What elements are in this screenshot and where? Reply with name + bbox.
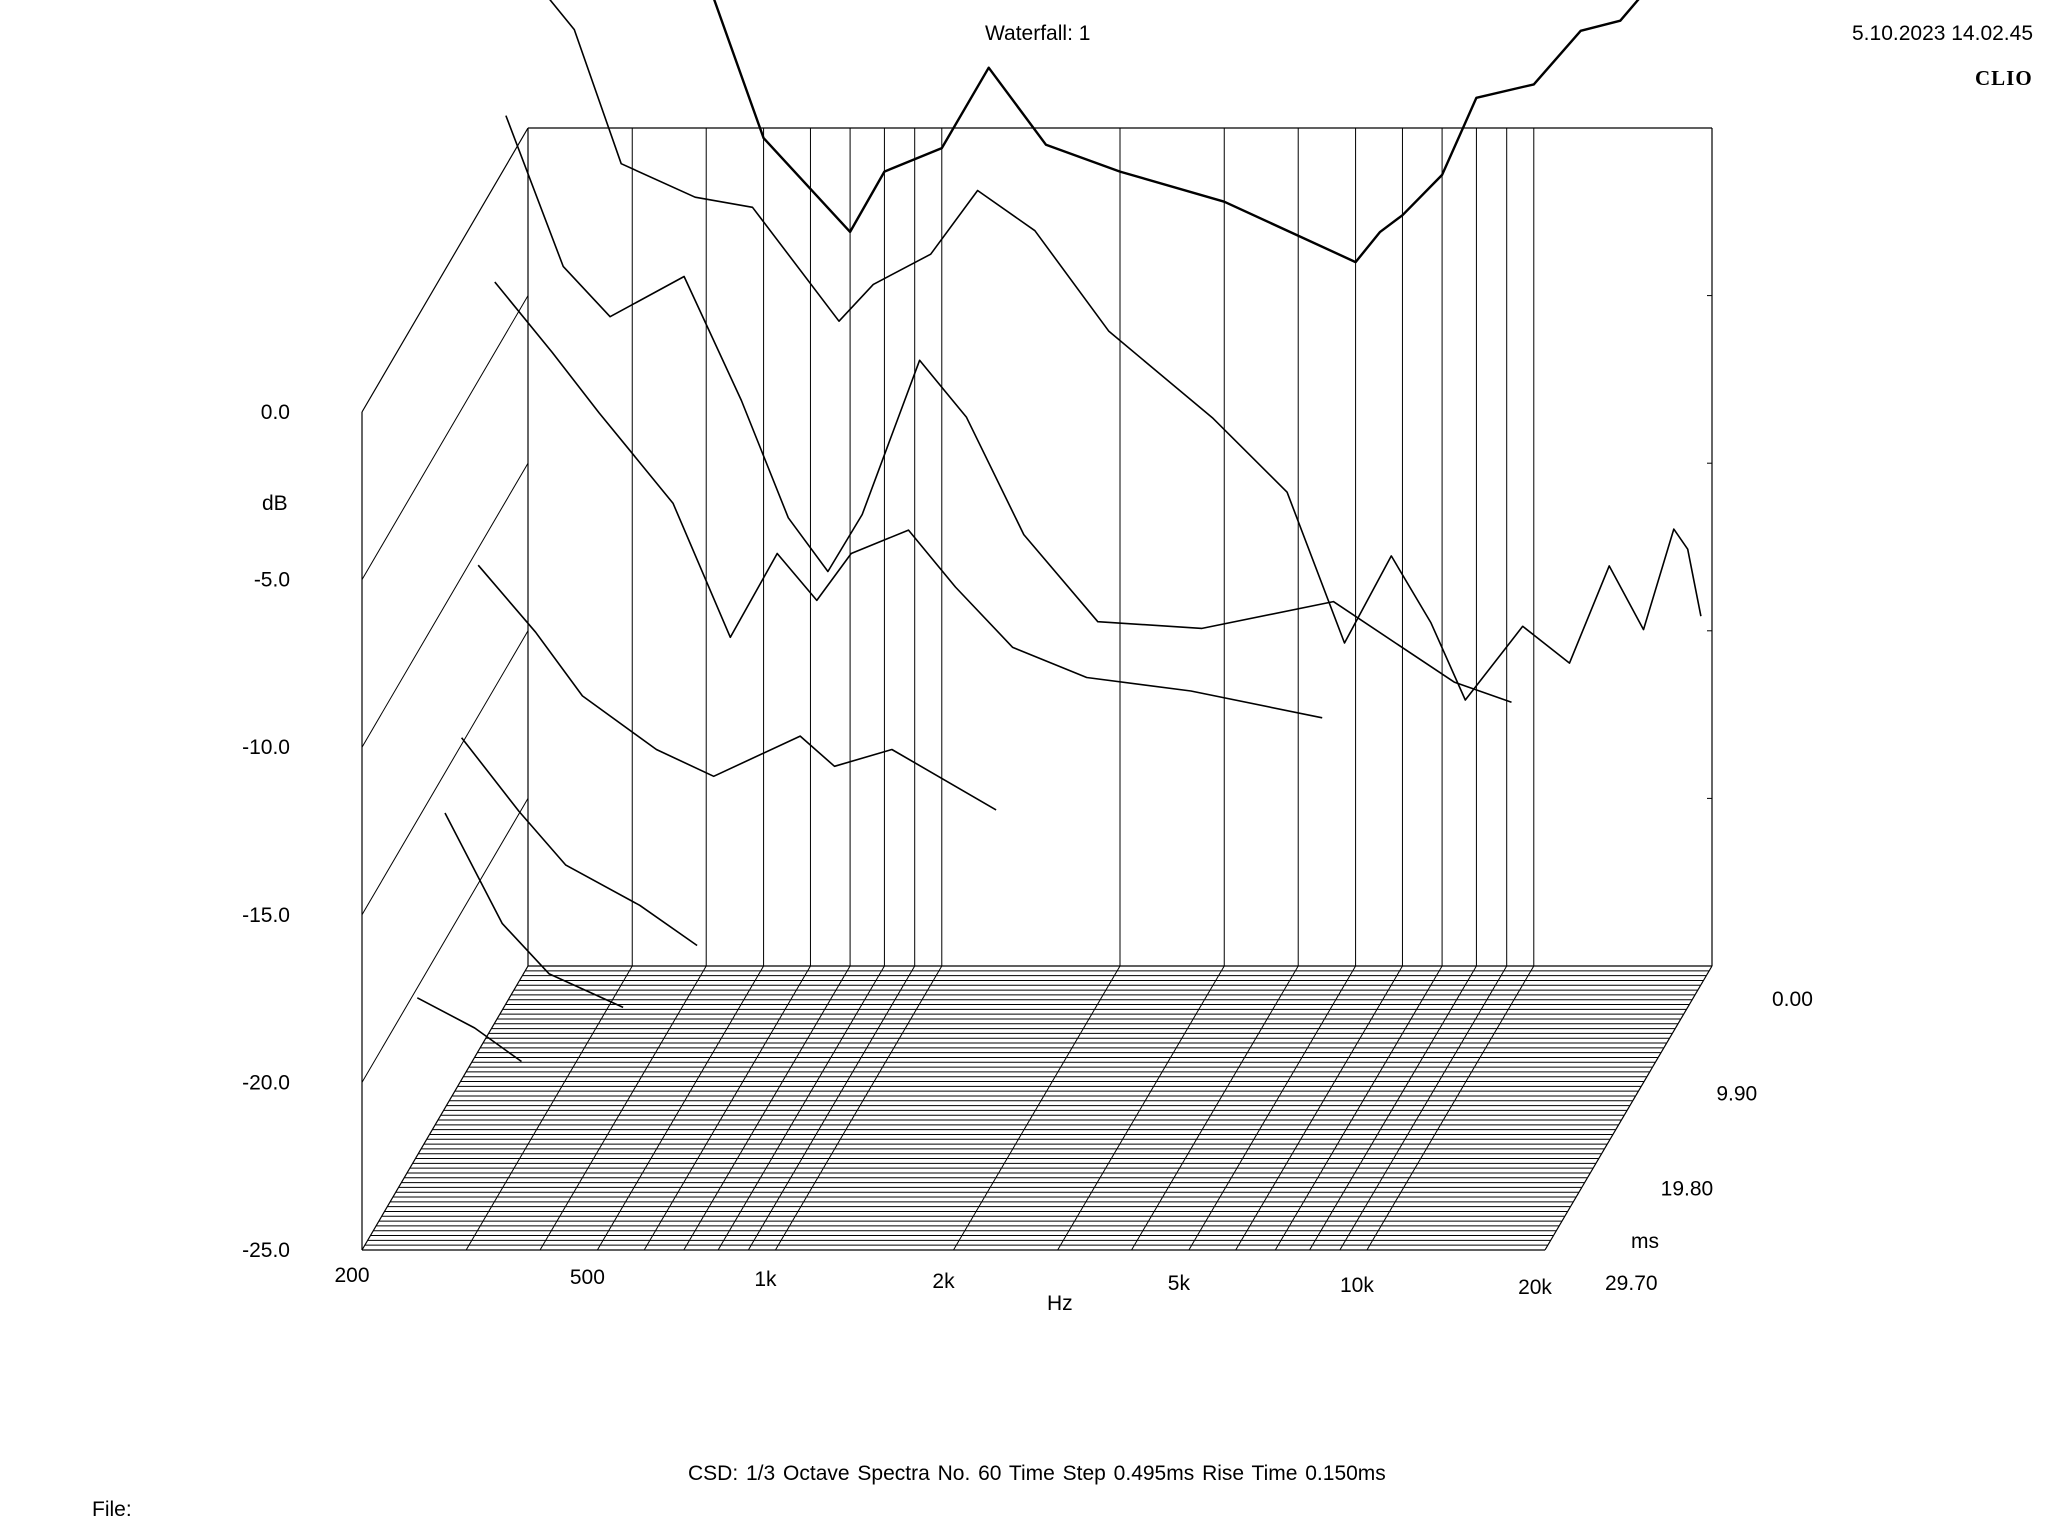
spectrum-trace [416,997,522,1063]
z-tick-label: 29.70 [1605,1272,1658,1295]
z-tick-label: 9.90 [1716,1083,1757,1106]
left-wall-db-line [361,798,529,1083]
floor-frequency-line [1188,965,1357,1251]
y-tick-label: -25.0 [242,1239,290,1262]
floor-frequency-line [717,965,885,1251]
plot-frame [361,127,1713,1251]
left-wall-db-line [361,630,529,916]
x-tick-label: 500 [570,1266,605,1289]
spectrum-trace [713,0,1640,264]
x-tick-label: 20k [1518,1276,1552,1299]
floor-frequency-line [1274,965,1443,1251]
floor-grid [362,965,1712,1251]
y-tick-label: -10.0 [242,736,290,759]
y-axis-label: dB [262,492,288,515]
file-label: File: [92,1498,132,1521]
x-tick-label: 5k [1168,1272,1191,1295]
floor-frequency-line [1131,965,1299,1251]
timestamp: 5.10.2023 14.02.45 [1852,22,2034,45]
floor-frequency-line [747,965,916,1251]
spectrum-trace [477,564,997,811]
floor-frequency-line [775,965,943,1251]
floor-frequency-line [1235,965,1403,1251]
measurement-info: CSD: 1/3 Octave Spectra No. 60 Time Step… [688,1462,1386,1485]
x-tick-label: 200 [334,1264,369,1287]
floor-frequency-line [539,965,707,1251]
z-axis-label: ms [1631,1230,1659,1253]
floor-frequency-line [1309,965,1477,1251]
brand-logo: CLIO [1975,66,2033,90]
spectrum-trace [444,812,624,1009]
x-tick-label: 10k [1340,1274,1374,1297]
x-tick-label: 1k [754,1268,777,1291]
floor-frequency-line [1057,965,1225,1251]
bottom-left-edge [361,965,529,1251]
y-tick-label: -15.0 [242,904,290,927]
spectra-traces [416,0,1702,1063]
floor-frequency-line [953,965,1121,1251]
bottom-right-edge [1544,965,1713,1251]
spectrum-trace [505,115,1512,703]
y-tick-label: -5.0 [254,569,290,592]
x-axis-label: Hz [1047,1292,1073,1315]
left-wall-db-line [361,295,529,580]
top-left-edge [361,127,529,413]
floor-frequency-line [596,965,765,1251]
x-tick-label: 2k [932,1270,955,1293]
spectrum-trace [494,281,1323,719]
floor-frequency-line [683,965,851,1251]
floor-frequency-line [1366,965,1535,1251]
chart-title: Waterfall: 1 [985,22,1091,45]
floor-frequency-line [643,965,811,1251]
floor-frequency-line [1339,965,1508,1251]
z-tick-label: 0.00 [1772,988,1813,1011]
z-tick-label: 19.80 [1661,1177,1714,1200]
tick-labels: 0.0 -5.0 -10.0 -15.0 -20.0 -25.0 200 500 1k 2k 5k 1… [242,401,1813,1299]
left-wall-db-line [361,462,529,748]
spectrum-trace [549,0,1702,701]
spectrum-trace [460,737,698,947]
y-tick-label: -20.0 [242,1071,290,1094]
floor-frequency-line [465,965,633,1251]
y-tick-label: 0.0 [261,401,290,424]
